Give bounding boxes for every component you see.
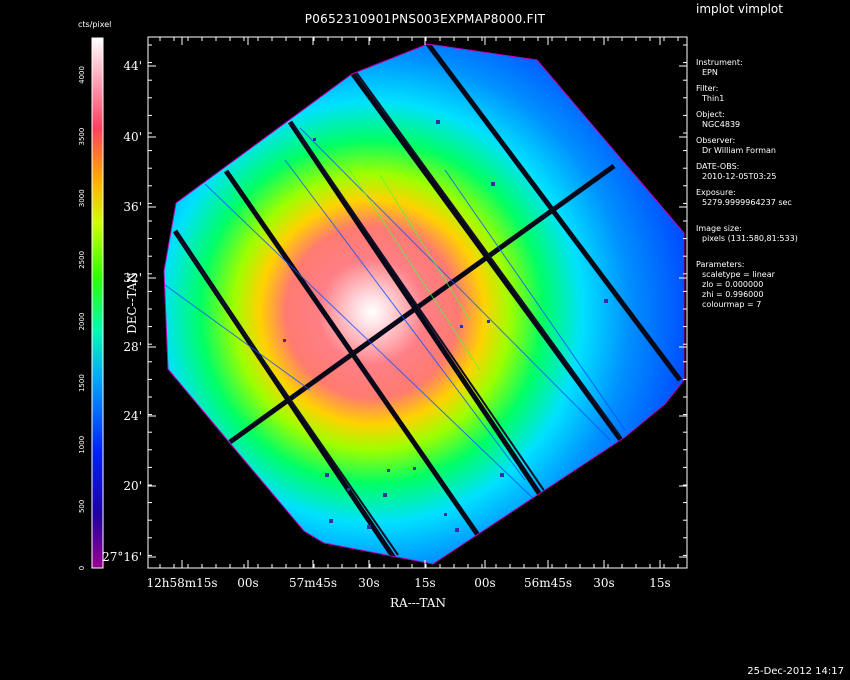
y-tick-label: 44' (123, 59, 142, 73)
colourmap-value: colourmap = 7 (702, 300, 762, 309)
colorbar-tick-label: 1000 (78, 436, 86, 454)
footer-timestamp: 25-Dec-2012 14:17 (747, 666, 844, 677)
y-tick-label: 32' (123, 271, 142, 285)
colorbar-tick-label: 0 (78, 566, 86, 570)
y-tick-label: 40' (123, 130, 142, 144)
x-tick-label: 30s (593, 576, 614, 590)
colorbar-tick-label: 2500 (78, 251, 86, 269)
scaletype-value: scaletype = linear (702, 270, 775, 279)
colorbar-tick-label: 3000 (78, 189, 86, 207)
filter-label: Filter: (696, 84, 719, 93)
y-tick-label: 20' (123, 479, 142, 493)
object-label: Object: (696, 110, 725, 119)
zlo-value: zlo = 0.000000 (702, 280, 764, 289)
x-tick-label: 00s (237, 576, 258, 590)
colorbar-tick-label: 4000 (78, 66, 86, 84)
y-tick-label: 24' (123, 409, 142, 423)
x-tick-label: 30s (358, 576, 379, 590)
colorbar (91, 37, 104, 569)
zhi-value: zhi = 0.996000 (702, 290, 764, 299)
exposure-value: 5279.9999964237 sec (702, 198, 792, 207)
observation-info-panel: Instrument: EPN Filter: Thin1 Object: NG… (696, 58, 846, 310)
x-tick-label: 15s (649, 576, 670, 590)
x-tick-label: 56m45s (524, 576, 572, 590)
y-tick-label: 28' (123, 340, 142, 354)
colorbar-unit-label: cts/pixel (78, 20, 112, 29)
instrument-value: EPN (702, 68, 718, 77)
y-tick-label: 36' (123, 200, 142, 214)
image-size-value: pixels (131:580,81:533) (702, 234, 798, 243)
colorbar-tick-label: 2000 (78, 313, 86, 331)
x-tick-label: 57m45s (289, 576, 337, 590)
date-obs-label: DATE-OBS: (696, 162, 740, 171)
x-axis-label: RA---TAN (390, 596, 446, 610)
exposure-label: Exposure: (696, 188, 736, 197)
observer-value: Dr William Forman (702, 146, 776, 155)
x-tick-label: 12h58m15s (146, 576, 217, 590)
instrument-label: Instrument: (696, 58, 743, 67)
plot-title: P0652310901PNS003EXPMAP8000.FIT (304, 12, 546, 26)
colorbar-tick-label: 3500 (78, 128, 86, 146)
x-tick-label: 00s (474, 576, 495, 590)
y-tick-label: 27°16' (102, 550, 142, 564)
observer-label: Observer: (696, 136, 736, 145)
x-tick-label: 15s (414, 576, 435, 590)
filter-value: Thin1 (702, 94, 725, 103)
object-value: NGC4839 (702, 120, 741, 129)
colorbar-tick-label: 500 (78, 500, 86, 513)
colorbar-tick-label: 1500 (78, 374, 86, 392)
field-of-view-outline (163, 43, 685, 565)
image-size-label: Image size: (696, 224, 742, 233)
parameters-label: Parameters: (696, 260, 745, 269)
date-obs-value: 2010-12-05T03:25 (702, 172, 777, 181)
app-title: implot vimplot (696, 2, 783, 16)
y-axis-label: DEC--TAN (125, 272, 139, 334)
